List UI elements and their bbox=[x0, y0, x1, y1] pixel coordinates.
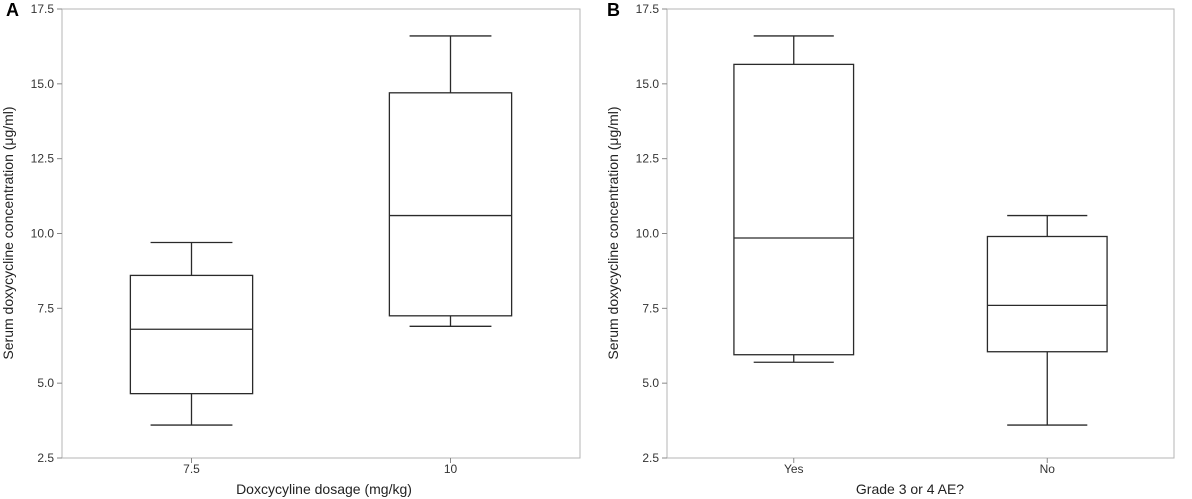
panel-a-y-tick-label: 15.0 bbox=[31, 77, 55, 91]
panel-b-y-tick-label: 17.5 bbox=[636, 2, 660, 16]
panel-a-y-tick-label: 17.5 bbox=[31, 2, 55, 16]
panel-a-y-axis-label: Serum doxycycline concentration (μg/ml) bbox=[0, 106, 16, 359]
panel-a-y-tick-label: 7.5 bbox=[37, 301, 54, 315]
panel-a-y-tick-label: 10.0 bbox=[31, 227, 55, 241]
panel-b-x-tick-label: No bbox=[1040, 462, 1056, 476]
panel-a: A Doxcycyline dosage (mg/kg) Serum doxyc… bbox=[0, 0, 581, 497]
panel-a-label: A bbox=[6, 0, 19, 20]
panel-a-x-tick-label: 10 bbox=[444, 462, 458, 476]
panel-a-y-tick-label: 2.5 bbox=[37, 451, 54, 465]
panel-b-box bbox=[733, 63, 855, 356]
panel-b-x-tick-label: Yes bbox=[784, 462, 804, 476]
panel-a-x-tick-label: 7.5 bbox=[183, 462, 200, 476]
panel-b-y-tick-label: 15.0 bbox=[636, 77, 660, 91]
panel-b-y-tick-label: 10.0 bbox=[636, 227, 660, 241]
panel-a-box bbox=[129, 274, 254, 395]
panel-b-y-tick-label: 7.5 bbox=[642, 301, 659, 315]
panel-a-x-axis-label: Doxcycyline dosage (mg/kg) bbox=[236, 481, 412, 497]
panel-b-y-axis-label: Serum doxycycline concentration (μg/ml) bbox=[605, 106, 621, 359]
panel-b-label: B bbox=[607, 0, 620, 20]
panel-b-y-tick-label: 2.5 bbox=[642, 451, 659, 465]
panel-b: B Grade 3 or 4 AE? Serum doxycycline con… bbox=[605, 0, 1175, 497]
panel-a-box bbox=[388, 92, 513, 317]
panel-b-y-tick-label: 5.0 bbox=[642, 376, 659, 390]
panel-b-x-axis-label: Grade 3 or 4 AE? bbox=[856, 481, 964, 497]
panel-b-plot-frame bbox=[666, 8, 1175, 459]
panel-a-y-tick-label: 5.0 bbox=[37, 376, 54, 390]
panel-a-y-tick-label: 12.5 bbox=[31, 152, 55, 166]
panel-a-plot-frame bbox=[61, 8, 581, 459]
panel-b-y-tick-label: 12.5 bbox=[636, 152, 660, 166]
panel-b-box bbox=[986, 235, 1108, 353]
